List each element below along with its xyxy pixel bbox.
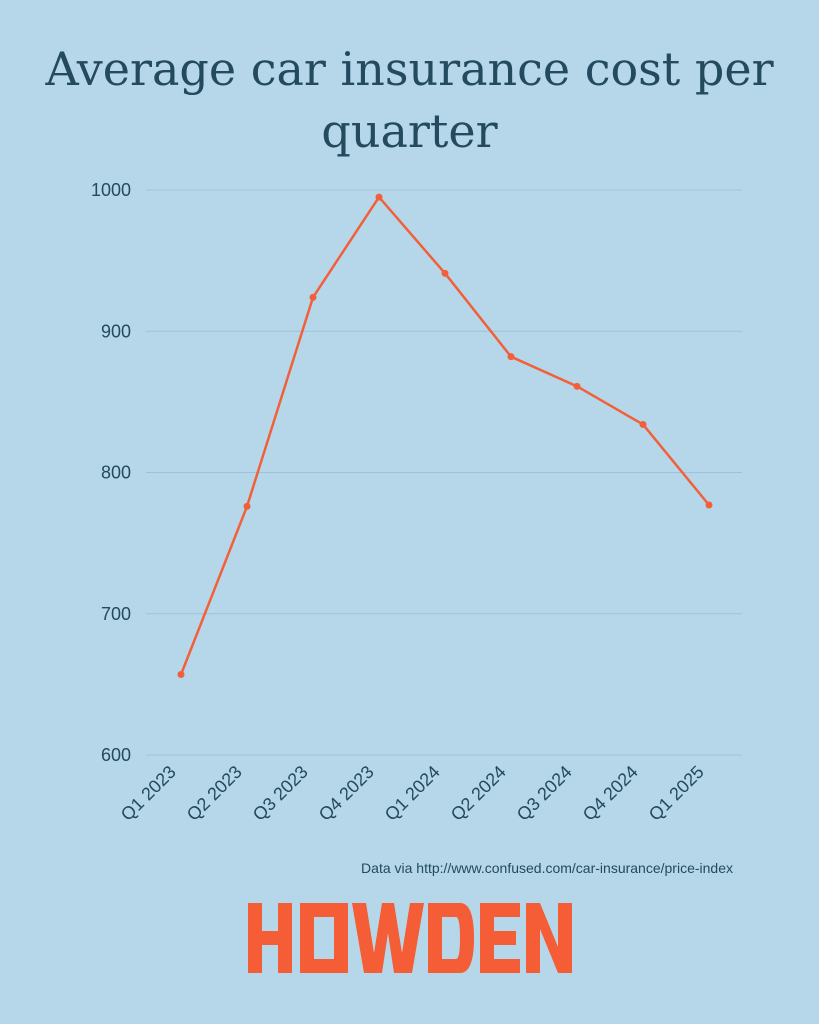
series-line — [179, 195, 710, 675]
x-tick-label: Q1 2023 — [117, 762, 180, 825]
data-point — [177, 670, 185, 678]
x-tick-label: Q1 2025 — [645, 762, 708, 825]
data-point — [573, 382, 581, 390]
data-point — [441, 269, 449, 277]
x-tick-label: Q2 2024 — [447, 762, 510, 825]
y-tick-label: 900 — [101, 321, 131, 341]
x-tick-label: Q4 2023 — [315, 762, 378, 825]
chart-title: Average car insurance cost per quarter — [45, 42, 774, 158]
x-tick-label: Q3 2023 — [249, 762, 312, 825]
y-tick-label: 600 — [101, 745, 131, 765]
data-point — [507, 353, 515, 361]
x-tick-label: Q4 2024 — [579, 762, 642, 825]
data-point — [705, 501, 713, 509]
data-point — [309, 293, 317, 301]
y-tick-label: 1000 — [91, 180, 131, 200]
howden-logo — [248, 903, 572, 973]
y-tick-label: 700 — [101, 604, 131, 624]
x-tick-label: Q1 2024 — [381, 762, 444, 825]
x-tick-label: Q2 2023 — [183, 762, 246, 825]
y-tick-label: 800 — [101, 463, 131, 483]
source-note: Data via http://www.confused.com/car-ins… — [361, 860, 733, 876]
data-point — [243, 502, 251, 510]
data-point — [375, 193, 383, 201]
data-point — [639, 420, 647, 428]
x-tick-label: Q3 2024 — [513, 762, 576, 825]
